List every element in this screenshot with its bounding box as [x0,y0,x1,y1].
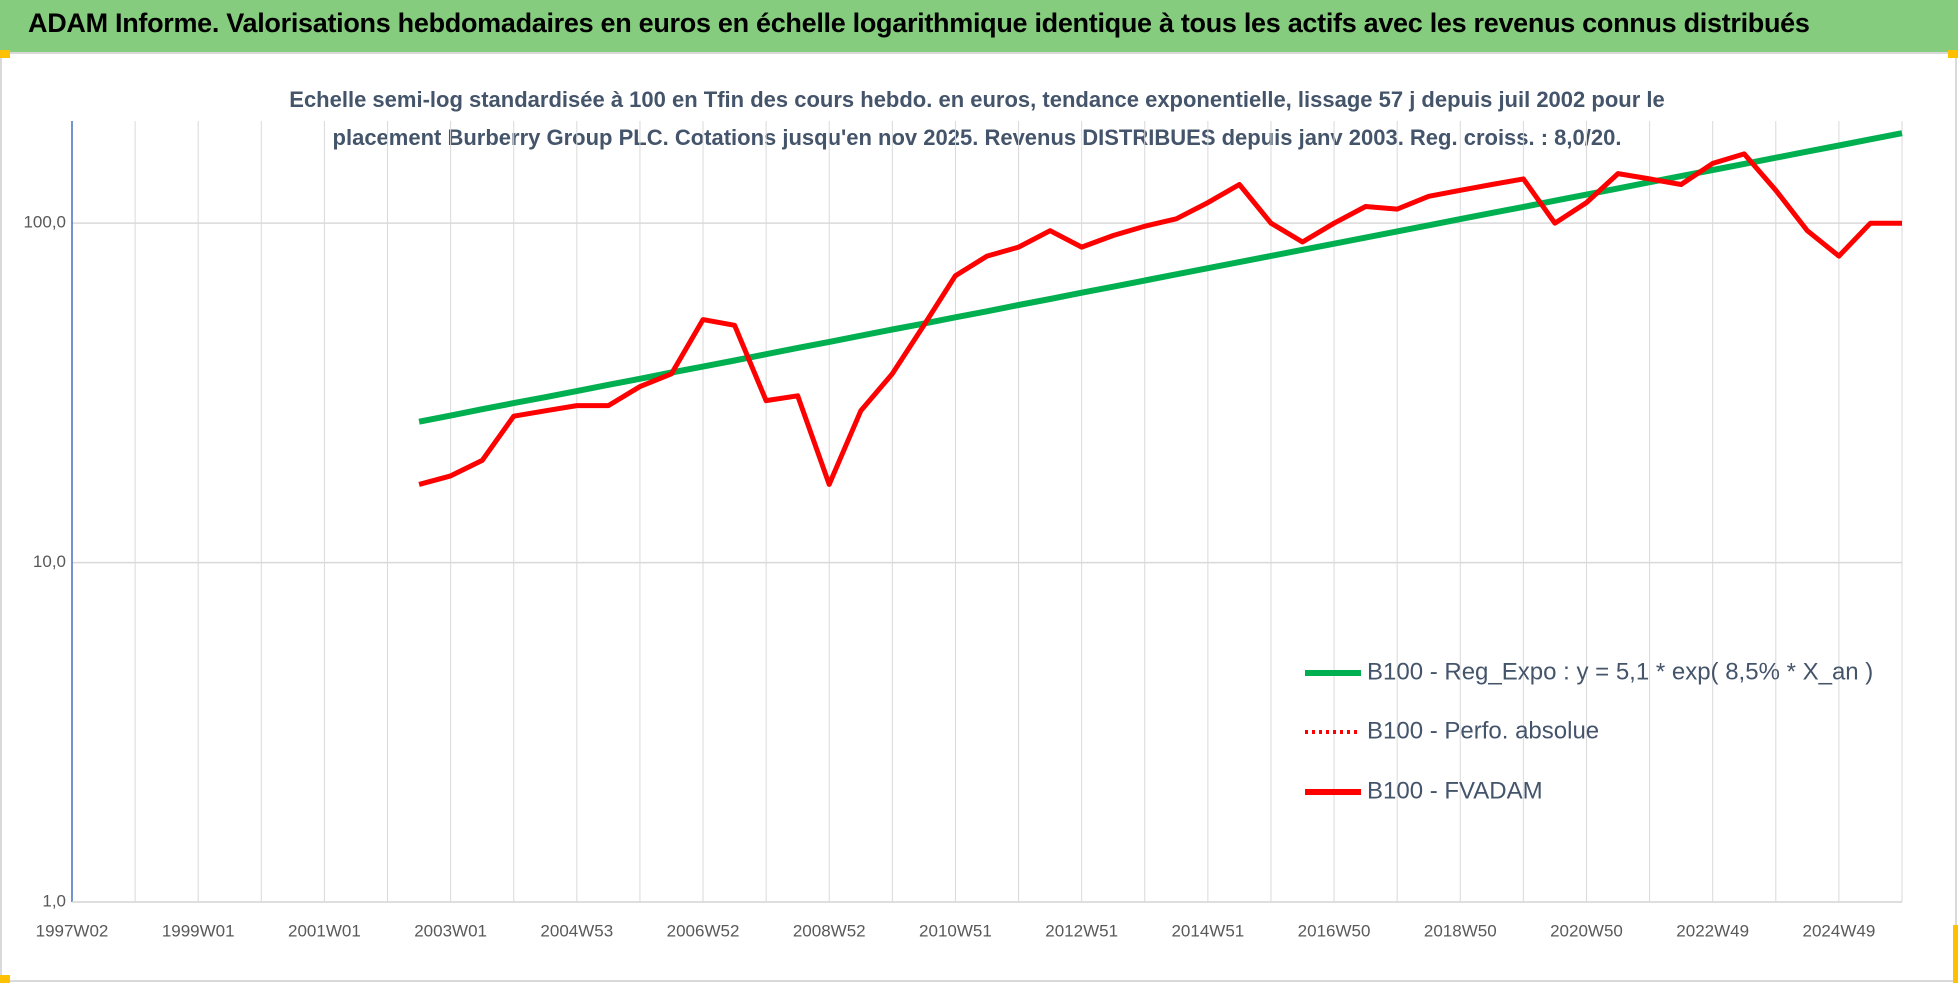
x-tick-label: 2001W01 [288,921,361,940]
x-tick-label: 2006W52 [667,921,740,940]
x-tick-label: 2008W52 [793,921,866,940]
x-tick-label: 2020W50 [1550,921,1623,940]
legend-label: B100 - Perfo. absolue [1367,717,1599,744]
x-tick-label: 2010W51 [919,921,992,940]
y-tick-label: 1,0 [42,891,66,910]
chart-title: ADAM Informe. Valorisations hebdomadaire… [28,8,1810,38]
frame [0,52,1957,982]
x-tick-label: 2003W01 [414,921,487,940]
series-line [418,130,1903,425]
series-line [418,151,1902,487]
x-tick-label: 1997W02 [36,921,109,940]
x-tick-label: 2024W49 [1803,921,1876,940]
y-tick-label: 100,0 [23,213,66,232]
y-tick-label: 10,0 [33,552,66,571]
x-tick-label: 2016W50 [1298,921,1371,940]
subtitle: placement Burberry Group PLC. Cotations … [333,125,1622,150]
corner [1948,50,1958,58]
corner [1953,925,1958,983]
x-tick-label: 2004W53 [540,921,613,940]
x-tick-label: 2018W50 [1424,921,1497,940]
x-tick-label: 1999W01 [162,921,235,940]
subtitle: Echelle semi-log standardisée à 100 en T… [289,87,1664,112]
corner [0,975,10,983]
x-tick-label: 2014W51 [1171,921,1244,940]
x-tick-label: 2012W51 [1045,921,1118,940]
header: ADAM Informe. Valorisations hebdomadaire… [0,0,1958,52]
legend-label: B100 - Reg_Expo : y = 5,1 * exp( 8,5% * … [1367,658,1873,685]
x-tick-label: 2022W49 [1676,921,1749,940]
corner [0,50,10,58]
legend-label: B100 - FVADAM [1367,777,1543,804]
